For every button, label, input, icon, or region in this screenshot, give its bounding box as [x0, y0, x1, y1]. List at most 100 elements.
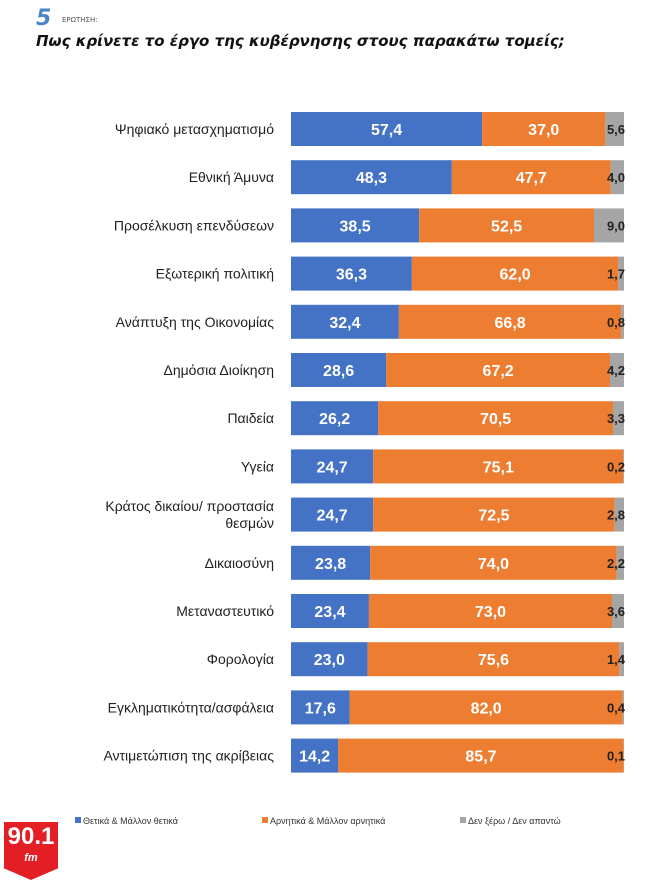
category-label: Δικαιοσύνη: [205, 555, 274, 571]
data-label: 2,8: [607, 508, 625, 523]
bar-segment-2: [419, 208, 595, 243]
bar-segment-1: [291, 160, 452, 195]
data-label: 3,6: [607, 604, 625, 619]
bar-segment-1: [291, 353, 387, 387]
bar-segment-1: [291, 642, 368, 677]
category-label: Εθνική Άμυνα: [189, 169, 274, 185]
category-label: Προσέλκυση επενδύσεων: [114, 217, 274, 233]
data-label: 36,3: [336, 267, 367, 284]
bar-segment-2: [411, 256, 619, 291]
bar-segment-3: [616, 545, 624, 580]
data-label: 4,0: [607, 170, 625, 185]
data-label: 24,7: [317, 459, 348, 476]
data-label: 37,0: [528, 122, 559, 139]
bar-segment-1: [291, 449, 374, 484]
data-label: 47,7: [516, 170, 547, 187]
bar-segment-1: [291, 401, 379, 436]
chart-title: Πως κρίνετε το έργο της κυβέρνησης στους…: [36, 32, 565, 50]
data-label: 85,7: [465, 749, 496, 766]
legend-label: Αρνητικά & Μάλλον αρνητικά: [270, 816, 385, 826]
legend-swatch: [75, 817, 81, 823]
category-label: Αντιμετώπιση της ακρίβειας: [103, 748, 274, 764]
bar-segment-2: [338, 738, 624, 773]
question-number: 5: [36, 6, 52, 31]
data-label: 75,1: [483, 459, 514, 476]
data-label: 57,4: [371, 122, 402, 139]
bar-segment-2: [378, 401, 614, 436]
bar-segment-2: [451, 160, 611, 195]
bar-segment-3: [621, 304, 624, 339]
data-label: 0,4: [607, 700, 626, 715]
bar-segment-1: [291, 208, 420, 243]
data-label: 9,0: [607, 218, 625, 233]
data-label: 82,0: [471, 700, 502, 717]
bar-segment-3: [612, 594, 624, 628]
data-label: 62,0: [500, 267, 531, 284]
bar-segment-2: [373, 449, 624, 484]
data-label: 48,3: [356, 170, 387, 187]
bar-segment-1: [291, 112, 483, 146]
data-label: 17,6: [305, 700, 336, 717]
legend-swatch: [262, 817, 268, 823]
category-label: Υγεία: [241, 458, 274, 474]
bar-segment-1: [291, 545, 371, 580]
data-label: 32,4: [329, 315, 360, 332]
bar-segment-2: [373, 497, 615, 532]
question-label: ΕΡΩΤΗΣΗ:: [62, 16, 98, 24]
bar-segment-3: [614, 497, 624, 532]
bar-segment-1: [291, 690, 350, 725]
data-label: 14,2: [299, 749, 330, 766]
category-label: Ανάπτυξη της Οικονομίας: [116, 314, 275, 330]
data-label: 23,0: [314, 652, 345, 669]
data-label: 23,4: [314, 604, 345, 621]
bar-segment-3: [619, 642, 624, 677]
bar-segment-1: [291, 738, 339, 773]
legend-label: Δεν ξέρω / Δεν απαντώ: [468, 816, 561, 826]
bar-segment-2: [368, 594, 613, 628]
category-label: Παιδεία: [227, 410, 274, 426]
data-label: 1,7: [607, 267, 625, 282]
data-label: 2,2: [607, 556, 625, 571]
bar-segment-2: [482, 112, 606, 146]
data-label: 73,0: [475, 604, 506, 621]
bar-segment-3: [622, 690, 624, 725]
data-label: 70,5: [480, 411, 511, 428]
bar-segment-3: [610, 353, 624, 387]
category-label: θεσμών: [225, 515, 274, 531]
legend-swatch: [460, 817, 466, 823]
bar-segment-3: [594, 208, 624, 243]
bar-segment-1: [291, 497, 374, 532]
bar-segment-1: [291, 256, 412, 291]
category-label: Δημόσια Διοίκηση: [163, 362, 274, 378]
bar-segment-2: [386, 353, 611, 387]
bar-segment-2: [370, 545, 617, 580]
data-label: 0,1: [607, 749, 625, 764]
data-label: 74,0: [478, 556, 509, 573]
data-label: 4,2: [607, 363, 625, 378]
data-label: 5,6: [607, 122, 625, 137]
bar-segment-3: [605, 112, 624, 146]
bar-segment-3: [610, 160, 624, 195]
data-label: 0,2: [607, 459, 625, 474]
legend-label: Θετικά & Μάλλον θετικά: [83, 816, 178, 826]
bar-segment-1: [291, 304, 399, 339]
data-label: 72,5: [478, 508, 509, 525]
data-label: 67,2: [483, 363, 514, 380]
data-label: 38,5: [340, 218, 371, 235]
category-label: Φορολογία: [207, 651, 274, 667]
bar-segment-2: [349, 690, 623, 725]
data-label: 24,7: [317, 508, 348, 525]
bar-segment-3: [613, 401, 624, 436]
category-label: Κράτος δικαίου/ προστασία: [105, 498, 274, 514]
bar-segment-1: [291, 594, 369, 628]
data-label: 1,4: [607, 652, 626, 667]
bar-segment-2: [398, 304, 622, 339]
data-label: 66,8: [495, 315, 526, 332]
bar-segment-3: [618, 256, 624, 291]
category-label: Μεταναστευτικό: [176, 603, 274, 619]
category-label: Εξωτερική πολιτική: [156, 266, 274, 282]
data-label: 28,6: [323, 363, 354, 380]
data-label: 0,8: [607, 315, 625, 330]
radio-logo: 90.1 fm: [4, 822, 58, 880]
